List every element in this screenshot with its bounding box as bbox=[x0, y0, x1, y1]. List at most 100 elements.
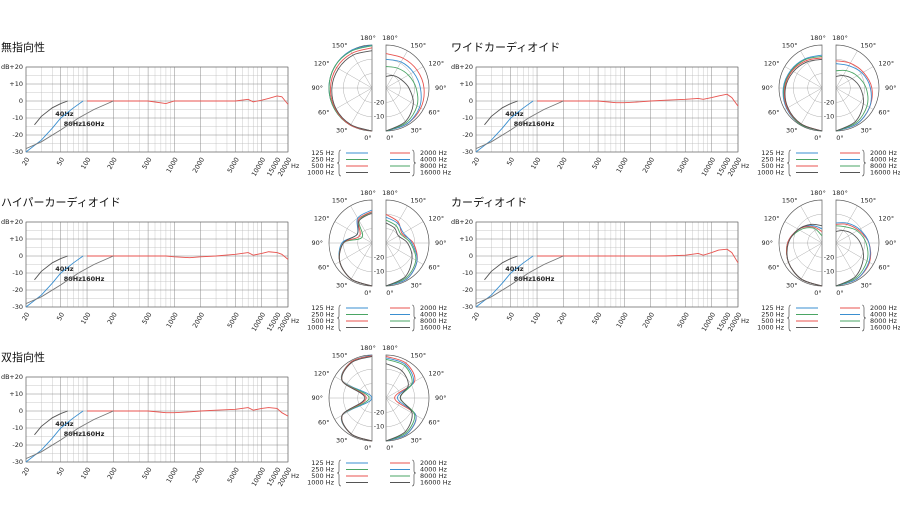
polar-curve bbox=[782, 54, 823, 132]
angle-label: 30° bbox=[336, 281, 348, 289]
angle-label: 90° bbox=[761, 84, 773, 92]
angle-label: 180° bbox=[382, 344, 398, 352]
series-label: 80Hz bbox=[64, 430, 82, 438]
angle-label: 180° bbox=[810, 34, 826, 42]
response-line bbox=[25, 100, 84, 153]
angle-label: 150° bbox=[861, 42, 877, 50]
y-tick-label: -30 bbox=[12, 303, 23, 311]
x-axis-label: Hz bbox=[741, 162, 750, 170]
legend-label: 125 Hz bbox=[311, 304, 334, 312]
legend-label: 8000 Hz bbox=[870, 162, 897, 170]
x-tick-label: 20 bbox=[20, 156, 31, 167]
angle-label: 180° bbox=[810, 189, 826, 197]
polar-spoke bbox=[385, 87, 408, 126]
polar-spoke bbox=[385, 397, 408, 436]
y-axis-label: dB bbox=[1, 218, 10, 226]
legend-label: 1000 Hz bbox=[757, 169, 784, 177]
response-line bbox=[484, 255, 518, 281]
response-line bbox=[87, 95, 289, 105]
ring-label: -10 bbox=[374, 423, 385, 431]
angle-label: 60° bbox=[878, 109, 890, 117]
angle-label: 120° bbox=[878, 215, 894, 223]
angle-label: 0° bbox=[386, 444, 393, 452]
legend-label: 4000 Hz bbox=[420, 156, 447, 164]
polar-curve bbox=[786, 223, 823, 287]
y-tick-label: 0 bbox=[19, 407, 23, 415]
polar-curve bbox=[784, 58, 823, 132]
x-tick-label: 200 bbox=[106, 156, 119, 171]
plot-frame bbox=[25, 66, 289, 153]
ring-label: -10 bbox=[374, 113, 385, 121]
legend-brace bbox=[861, 149, 867, 177]
angle-label: 120° bbox=[314, 60, 330, 68]
x-tick-label: 100 bbox=[79, 311, 92, 326]
polar-curve bbox=[783, 57, 823, 132]
polar-curve bbox=[835, 225, 869, 287]
y-tick-label: -10 bbox=[462, 114, 473, 122]
angle-label: 150° bbox=[332, 42, 348, 50]
chart-title: ハイパーカーディオイド bbox=[1, 195, 121, 209]
x-tick-label: 50 bbox=[55, 156, 66, 167]
polar-spoke bbox=[350, 87, 373, 126]
angle-label: 30° bbox=[411, 126, 423, 134]
x-tick-label: 50 bbox=[55, 311, 66, 322]
legend-brace bbox=[411, 149, 417, 177]
angle-label: 30° bbox=[861, 281, 873, 289]
y-tick-label: -20 bbox=[12, 131, 23, 139]
polar-curve bbox=[835, 222, 871, 287]
series-label: 160Hz bbox=[532, 275, 555, 283]
legend-label: 16000 Hz bbox=[420, 324, 452, 332]
angle-label: 0° bbox=[814, 134, 821, 142]
ring-label: -10 bbox=[824, 268, 835, 276]
series-label: 160Hz bbox=[82, 275, 105, 283]
x-tick-label: 20 bbox=[470, 156, 481, 167]
angle-label: 180° bbox=[382, 189, 398, 197]
x-tick-label: 2000 bbox=[191, 311, 206, 329]
polar-spoke bbox=[350, 360, 373, 399]
angle-label: 150° bbox=[332, 352, 348, 360]
x-tick-label: 100 bbox=[529, 311, 542, 326]
angle-label: 150° bbox=[411, 42, 427, 50]
x-tick-label: 100 bbox=[529, 156, 542, 171]
polar-spoke bbox=[835, 50, 858, 89]
y-tick-label: -10 bbox=[12, 269, 23, 277]
x-tick-label: 1000 bbox=[615, 156, 630, 174]
angle-label: 150° bbox=[782, 197, 798, 205]
y-tick-label: -10 bbox=[462, 269, 473, 277]
legend-label: 125 Hz bbox=[761, 149, 784, 157]
legend-brace bbox=[411, 459, 417, 487]
y-tick-label: 0 bbox=[469, 97, 473, 105]
polar-spoke bbox=[835, 66, 874, 89]
legend-label: 2000 Hz bbox=[420, 459, 447, 467]
plot-frame bbox=[25, 376, 289, 463]
polar-curve bbox=[385, 222, 413, 287]
angle-label: 0° bbox=[364, 444, 371, 452]
polar-spoke bbox=[350, 50, 373, 89]
legend-brace bbox=[336, 304, 342, 332]
legend-label: 4000 Hz bbox=[870, 311, 897, 319]
x-tick-label: 5000 bbox=[226, 466, 241, 484]
angle-label: 120° bbox=[428, 370, 444, 378]
x-tick-label: 20 bbox=[470, 311, 481, 322]
x-tick-label: 500 bbox=[140, 311, 153, 326]
y-tick-label: -30 bbox=[12, 458, 23, 466]
polar-curve bbox=[385, 66, 419, 132]
legend-label: 4000 Hz bbox=[420, 466, 447, 474]
x-tick-label: 200 bbox=[106, 311, 119, 326]
response-line bbox=[87, 407, 289, 417]
x-tick-label: 100 bbox=[79, 156, 92, 171]
plot-frame bbox=[25, 221, 289, 308]
y-tick-label: +10 bbox=[459, 235, 473, 243]
angle-label: 30° bbox=[411, 281, 423, 289]
legend-label: 500 Hz bbox=[311, 162, 334, 170]
polar-curve bbox=[329, 47, 373, 132]
legend-label: 250 Hz bbox=[761, 311, 784, 319]
response-line bbox=[475, 255, 534, 308]
polar-spoke bbox=[800, 50, 823, 89]
polar-frame bbox=[385, 199, 430, 287]
angle-label: 150° bbox=[411, 197, 427, 205]
response-line bbox=[537, 248, 739, 264]
series-label: 80Hz bbox=[514, 275, 532, 283]
legend-label: 500 Hz bbox=[761, 162, 784, 170]
polar-spoke bbox=[334, 221, 373, 244]
